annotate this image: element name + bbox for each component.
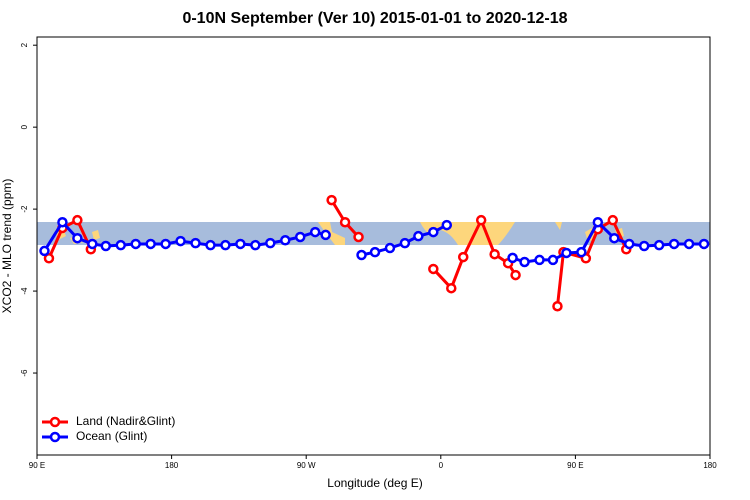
data-point — [265, 237, 276, 249]
data-point — [561, 247, 572, 259]
data-point — [160, 238, 171, 250]
data-point — [552, 300, 563, 312]
data-point — [592, 216, 604, 228]
chart-title: 0-10N September (Ver 10) 2015-01-01 to 2… — [182, 10, 567, 27]
data-point — [294, 231, 306, 243]
data-point — [507, 252, 518, 264]
data-point — [235, 238, 246, 250]
data-point — [190, 237, 201, 249]
data-point — [353, 231, 364, 243]
data-point — [320, 229, 331, 241]
data-point — [326, 194, 337, 206]
data-point — [683, 238, 695, 250]
data-point — [457, 251, 469, 263]
plot-frame — [36, 36, 711, 456]
data-point — [576, 246, 587, 258]
data-point — [175, 235, 186, 247]
data-point — [607, 214, 619, 226]
y-axis-label: XCO2 - MLO trend (ppm) — [0, 179, 14, 314]
data-point — [87, 238, 98, 250]
data-point — [309, 226, 321, 238]
data-point — [280, 235, 291, 246]
data-point — [43, 253, 55, 264]
data-point — [384, 242, 396, 254]
x-axis-label: Longitude (deg E) — [327, 476, 422, 490]
data-point — [356, 249, 367, 261]
data-point — [653, 239, 665, 251]
y-tick-label: -6 — [20, 369, 29, 377]
data-point — [399, 237, 411, 249]
data-point — [72, 214, 83, 226]
x-tick-label: 0 — [439, 461, 444, 470]
legend-marker — [49, 431, 61, 443]
data-point — [339, 216, 351, 228]
legend-label: Land (Nadir&Glint) — [76, 414, 175, 428]
data-point — [100, 240, 112, 252]
data-point — [205, 239, 216, 251]
data-point — [413, 230, 424, 242]
legend-marker — [49, 416, 61, 428]
data-point — [519, 256, 530, 268]
data-point — [698, 238, 710, 250]
data-point — [145, 238, 156, 250]
y-tick-label: 0 — [20, 124, 29, 129]
data-point — [428, 263, 439, 275]
y-tick-label: 2 — [20, 42, 29, 47]
data-point — [475, 214, 487, 226]
data-point — [668, 238, 680, 250]
data-point — [510, 269, 521, 281]
x-tick-label: 180 — [703, 461, 717, 470]
data-point — [441, 219, 453, 231]
data-point — [609, 232, 620, 244]
data-point — [250, 239, 261, 251]
legend-label: Ocean (Glint) — [76, 429, 147, 443]
data-point — [130, 238, 141, 250]
x-tick-label: 180 — [165, 461, 179, 470]
data-point — [623, 238, 635, 250]
data-point — [57, 216, 68, 228]
y-tick-label: -4 — [20, 287, 29, 295]
x-tick-label: 90 E — [567, 461, 583, 470]
data-point — [638, 240, 650, 252]
series-line — [47, 199, 628, 307]
data-point — [72, 232, 83, 244]
data-point — [489, 248, 500, 260]
data-point — [428, 226, 439, 238]
x-tick-label: 90 E — [29, 461, 45, 470]
ocean-strip — [37, 222, 710, 245]
data-point — [220, 239, 231, 251]
data-point — [446, 282, 457, 294]
y-tick-label: -2 — [20, 205, 29, 213]
land-patch — [318, 222, 345, 245]
data-point — [534, 254, 545, 266]
data-point — [115, 239, 127, 251]
data-point — [39, 245, 50, 257]
x-tick-label: 90 W — [297, 461, 316, 470]
data-point — [547, 254, 559, 266]
data-point — [369, 246, 381, 258]
